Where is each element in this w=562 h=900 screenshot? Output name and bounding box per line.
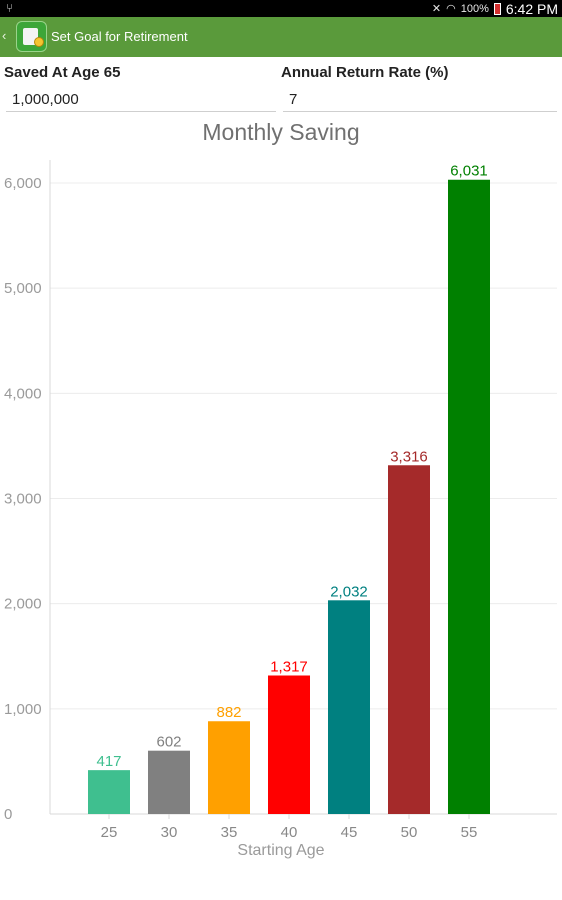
bar-25: [88, 770, 130, 814]
clock: 6:42 PM: [505, 0, 558, 17]
battery-icon: [493, 2, 501, 15]
data-label-55: 6,031: [450, 163, 488, 180]
y-tick-label: 6,000: [4, 175, 42, 192]
y-tick-label: 4,000: [4, 385, 42, 402]
bar-55: [448, 179, 490, 814]
x-tick-label: 45: [341, 824, 358, 841]
x-tick-label: 40: [281, 824, 298, 841]
bar-40: [268, 675, 310, 814]
mute-icon: ✕: [431, 3, 442, 15]
return-rate-label: Annual Return Rate (%): [281, 64, 449, 81]
data-label-25: 417: [96, 753, 121, 770]
x-tick-label: 30: [161, 824, 178, 841]
usb-icon: ⑂: [6, 1, 14, 15]
bar-45: [328, 600, 370, 814]
page-title: Set Goal for Retirement: [51, 29, 188, 44]
y-tick-label: 3,000: [4, 491, 42, 508]
data-label-30: 602: [156, 734, 181, 751]
data-label-40: 1,317: [270, 658, 308, 675]
data-label-50: 3,316: [390, 448, 428, 465]
back-chevron-icon[interactable]: ‹: [2, 28, 7, 43]
y-tick-label: 0: [4, 806, 12, 823]
battery-percent: 100%: [460, 2, 489, 15]
x-tick-label: 25: [101, 824, 118, 841]
data-label-35: 882: [216, 704, 241, 721]
wifi-icon: ◠: [446, 3, 456, 15]
y-tick-label: 1,000: [4, 701, 42, 718]
chart-title: Monthly Saving: [202, 119, 360, 145]
saved-amount-input[interactable]: [6, 88, 276, 112]
data-label-45: 2,032: [330, 583, 368, 600]
bar-50: [388, 465, 430, 814]
bar-35: [208, 721, 250, 814]
bar-30: [148, 750, 190, 814]
y-tick-label: 2,000: [4, 596, 42, 613]
status-bar: ⑂ ✕ ◠ 100% 6:42 PM: [0, 0, 562, 17]
saved-at-age-label: Saved At Age 65: [4, 64, 121, 81]
y-tick-label: 5,000: [4, 280, 42, 297]
x-tick-label: 55: [461, 824, 478, 841]
x-tick-label: 50: [401, 824, 418, 841]
calculator-icon[interactable]: [16, 21, 47, 52]
x-axis-label: Starting Age: [237, 842, 324, 859]
return-rate-input[interactable]: [283, 88, 557, 112]
x-tick-label: 35: [221, 824, 238, 841]
action-bar: ‹ Set Goal for Retirement: [0, 17, 562, 57]
